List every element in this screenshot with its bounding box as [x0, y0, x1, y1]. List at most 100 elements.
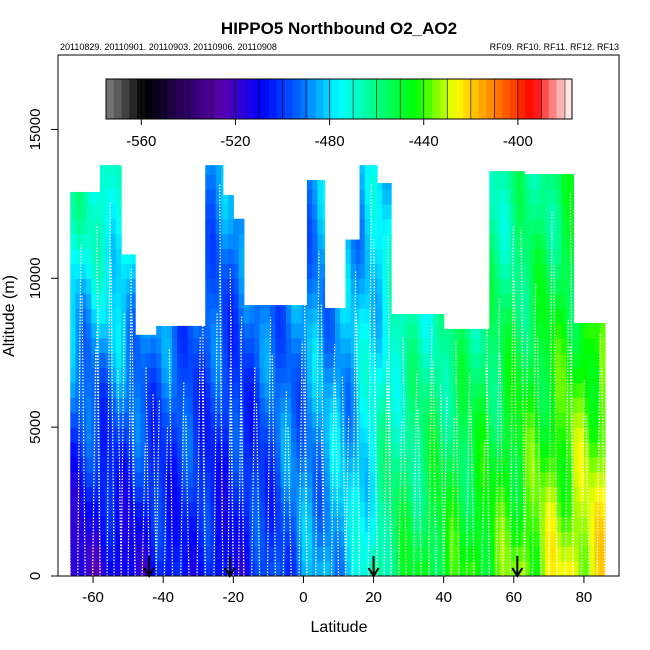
heatmap-cell [210, 427, 217, 443]
heatmap-cell [401, 561, 408, 576]
heatmap-cell [198, 516, 205, 532]
heatmap-cell [205, 308, 212, 324]
heatmap-cell [550, 516, 557, 532]
heatmap-cell [364, 337, 371, 354]
heatmap-cell [306, 180, 313, 190]
heatmap-cell [566, 516, 573, 532]
heatmap-cell [438, 516, 445, 532]
heatmap-cell [524, 397, 531, 413]
heatmap-cell [350, 293, 357, 309]
flight-track [509, 225, 515, 576]
heatmap-cell [505, 471, 511, 488]
heatmap-cell [540, 203, 546, 220]
heatmap-cell [469, 328, 476, 339]
heatmap-cell [312, 188, 319, 205]
heatmap-cell [387, 546, 392, 562]
heatmap-cell [555, 367, 562, 384]
heatmap-cell [221, 263, 224, 279]
heatmap-cell [566, 382, 573, 398]
heatmap-cell [110, 337, 117, 354]
heatmap-cell [480, 427, 487, 443]
heatmap-cell [198, 397, 205, 413]
heatmap-cell [140, 486, 147, 503]
heatmap-cell [324, 397, 331, 413]
heatmap-cell [96, 203, 101, 220]
heatmap-cell [391, 382, 397, 398]
heatmap-cell [364, 188, 371, 205]
heatmap-cell [370, 188, 376, 205]
heatmap-cell [454, 546, 461, 562]
heatmap-cell [364, 501, 371, 518]
heatmap-cell [70, 397, 77, 413]
heatmap-cell [485, 546, 490, 562]
heatmap-cell [156, 561, 163, 576]
heatmap-cell [489, 367, 496, 384]
heatmap-cell [306, 382, 313, 398]
heatmap-cell [524, 278, 531, 294]
heatmap-cell [228, 337, 234, 354]
heatmap-cell [524, 174, 531, 190]
heatmap-cell [485, 516, 490, 532]
heatmap-cell [550, 412, 557, 428]
heatmap-cell [270, 471, 276, 488]
heatmap-cell [270, 531, 276, 547]
heatmap-cell [350, 546, 357, 562]
heatmap-cell [505, 442, 511, 458]
heatmap-cell [205, 188, 212, 205]
heatmap-cell [510, 188, 517, 205]
heatmap-cell [145, 397, 152, 413]
heatmap-cell [573, 456, 580, 473]
heatmap-cell [238, 382, 245, 398]
heatmap-cell [324, 427, 331, 443]
heatmap-cell [494, 293, 501, 309]
heatmap-cell [264, 382, 271, 398]
heatmap-cell [205, 442, 212, 458]
heatmap-cell [377, 183, 383, 190]
heatmap-cell [375, 308, 378, 324]
heatmap-cell [540, 278, 546, 294]
heatmap-cell [135, 516, 141, 532]
heatmap-cell [459, 546, 466, 562]
heatmap-cell [469, 471, 476, 488]
heatmap-cell [275, 501, 282, 518]
flight-track-lines [66, 183, 606, 576]
heatmap-cell [210, 561, 217, 576]
heatmap-cell [406, 442, 413, 458]
heatmap-cell [583, 531, 590, 547]
heatmap-cell [520, 248, 525, 264]
heatmap-cell [105, 308, 112, 324]
heatmap-cell [534, 382, 541, 398]
heatmap-cell [370, 367, 376, 384]
heatmap-cell [382, 203, 389, 220]
heatmap-cell [215, 322, 222, 339]
heatmap-cell [459, 516, 466, 532]
heatmap-cell [433, 337, 440, 354]
heatmap-cell [198, 442, 205, 458]
heatmap-cell [578, 501, 585, 518]
y-tick-label: 10000 [27, 257, 44, 299]
heatmap-cell [105, 248, 112, 264]
heatmap-cell [555, 516, 562, 532]
heatmap-cell [75, 561, 82, 576]
heatmap-cell [317, 308, 324, 324]
heatmap-cell [599, 322, 606, 339]
heatmap-cell [96, 322, 101, 339]
heatmap-cell [499, 412, 506, 428]
heatmap-cell [91, 337, 98, 354]
heatmap-cell [187, 501, 194, 518]
heatmap-cell [166, 337, 173, 354]
heatmap-cell [317, 442, 324, 458]
heatmap-cell [364, 248, 371, 264]
heatmap-cell [131, 531, 136, 547]
heatmap-cell [70, 248, 77, 264]
heatmap-cell [70, 367, 77, 384]
heatmap-cell [545, 412, 552, 428]
flight-track [152, 393, 157, 576]
heatmap-cell [110, 397, 117, 413]
heatmap-cell [96, 516, 101, 532]
heatmap-cell [182, 546, 189, 562]
heatmap-cell [70, 501, 77, 518]
heatmap-cell [599, 456, 606, 473]
heatmap-cell [515, 308, 522, 324]
heatmap-cell [370, 165, 376, 175]
